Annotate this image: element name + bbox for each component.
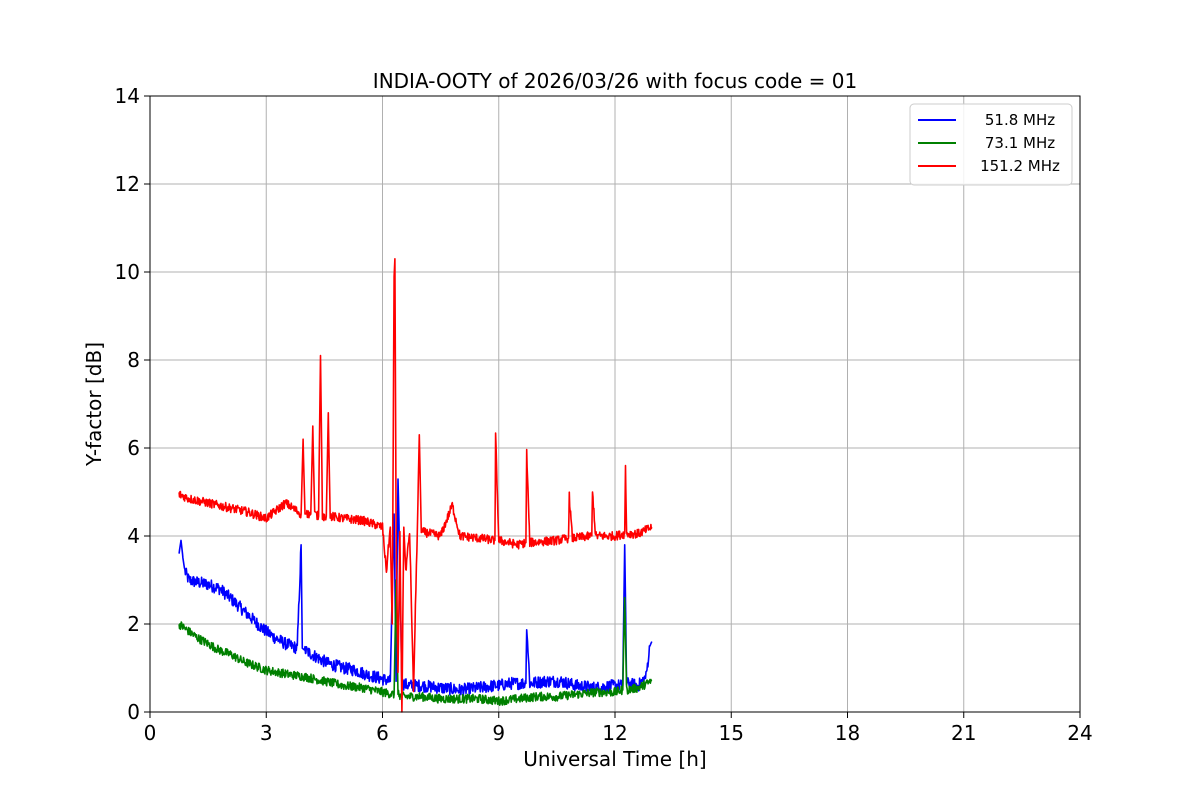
x-tick-label: 9 <box>492 721 505 745</box>
x-tick-label: 0 <box>144 721 157 745</box>
y-tick-label: 10 <box>115 260 140 284</box>
y-tick-label: 12 <box>115 172 140 196</box>
x-axis-label: Universal Time [h] <box>523 747 706 771</box>
series-line-73-1-mhz <box>178 579 653 707</box>
x-tick-label: 3 <box>260 721 273 745</box>
series-line-151-2-mhz <box>178 257 653 713</box>
series-line-51-8-mhz <box>178 478 653 697</box>
x-tick-label: 6 <box>376 721 389 745</box>
legend-box <box>909 103 1073 186</box>
x-tick-label: 12 <box>602 721 627 745</box>
series-layer <box>178 257 653 713</box>
y-tick-label: 8 <box>127 348 140 372</box>
chart-title: INDIA-OOTY of 2026/03/26 with focus code… <box>373 69 857 93</box>
y-axis-label: Y-factor [dB] <box>82 342 106 467</box>
legend-label: 151.2 MHz <box>980 157 1060 175</box>
grid-lines <box>149 95 1081 713</box>
legend-label: 51.8 MHz <box>985 111 1055 129</box>
x-tick-label: 18 <box>835 721 860 745</box>
y-tick-label: 0 <box>127 700 140 724</box>
y-tick-label: 4 <box>127 524 140 548</box>
legend: 51.8 MHz 73.1 MHz 151.2 MHz <box>909 103 1073 186</box>
y-tick-label: 14 <box>115 84 140 108</box>
x-tick-label: 15 <box>719 721 744 745</box>
x-tick-label: 21 <box>951 721 976 745</box>
x-tick-label: 24 <box>1067 721 1092 745</box>
legend-label: 73.1 MHz <box>985 134 1055 152</box>
y-tick-label: 6 <box>127 436 140 460</box>
y-tick-label: 2 <box>127 612 140 636</box>
